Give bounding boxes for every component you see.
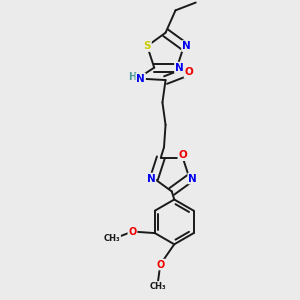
Text: N: N xyxy=(136,74,145,83)
Text: O: O xyxy=(184,67,193,77)
Text: N: N xyxy=(188,173,197,184)
Text: N: N xyxy=(182,41,191,51)
Text: CH₃: CH₃ xyxy=(103,234,120,243)
Text: H: H xyxy=(128,72,136,82)
Text: O: O xyxy=(178,150,187,160)
Text: S: S xyxy=(143,41,151,51)
Text: N: N xyxy=(175,63,184,73)
Text: O: O xyxy=(156,260,164,269)
Text: N: N xyxy=(146,173,155,184)
Text: CH₃: CH₃ xyxy=(149,282,166,291)
Text: O: O xyxy=(128,226,136,236)
